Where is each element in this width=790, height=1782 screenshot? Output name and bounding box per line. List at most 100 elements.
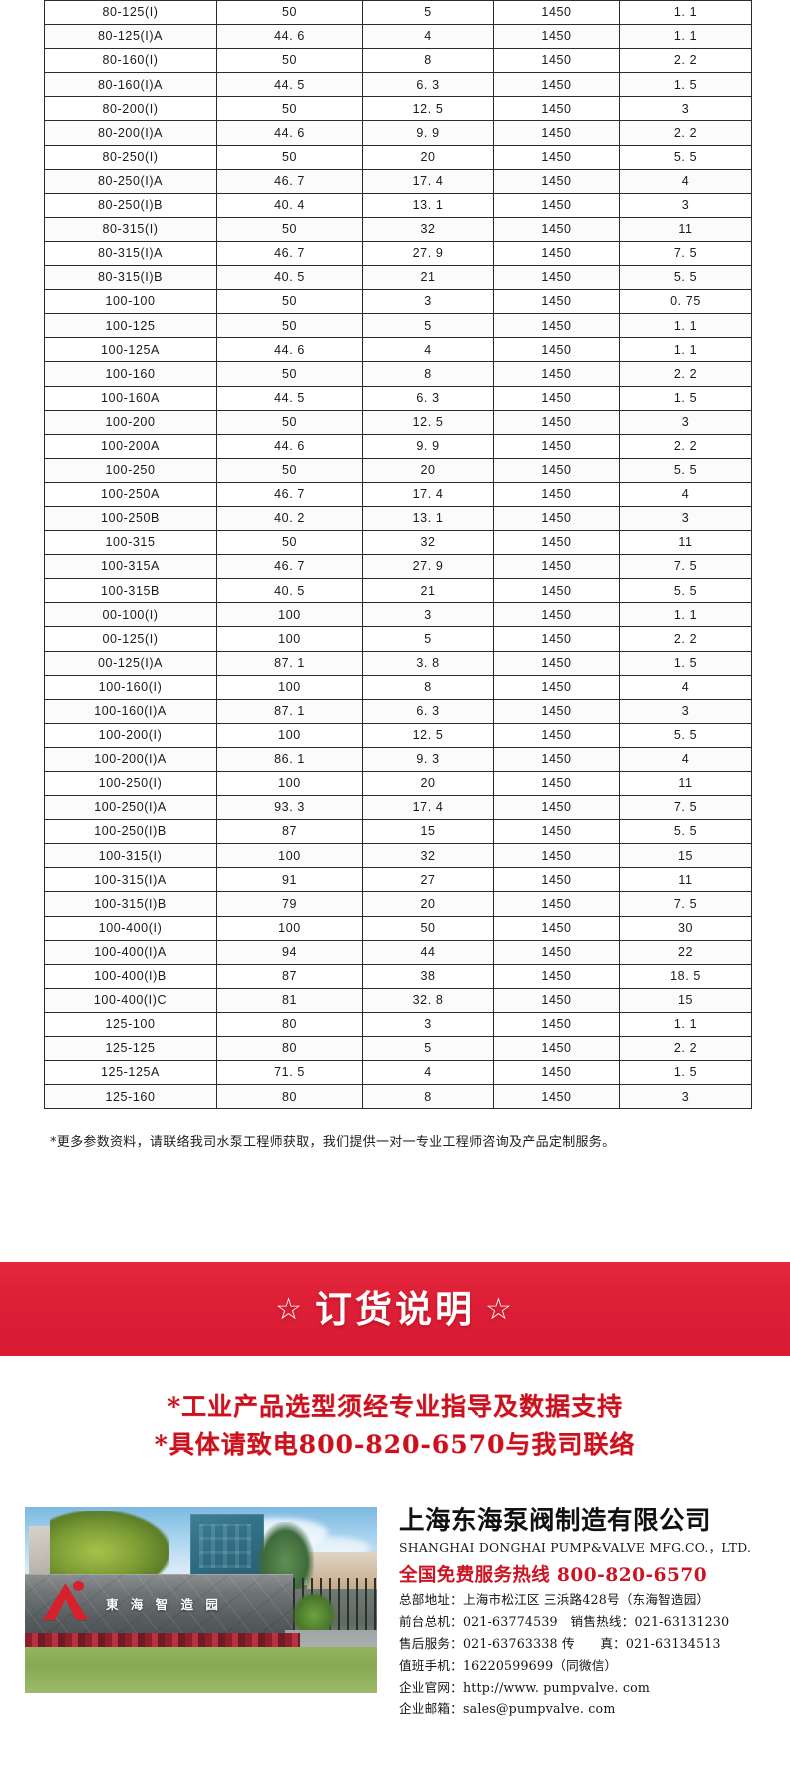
cell-model: 100-125 (44, 313, 217, 339)
cell-value: 44. 6 (216, 337, 363, 363)
cell-model: 100-125A (44, 337, 217, 363)
table-row: 125-100 80 3 1450 1. 1 (44, 1011, 752, 1038)
banner-title-group: ☆ 订货说明 ☆ (275, 1291, 515, 1328)
cell-value: 1450 (493, 409, 620, 435)
cell-value: 79 (216, 891, 363, 917)
table-row: 100-160(I) 100 8 1450 4 (44, 674, 752, 700)
cell-value: 4 (362, 1060, 494, 1086)
cell-value: 6. 3 (362, 385, 494, 411)
cell-value: 1450 (493, 554, 620, 580)
cell-value: 40. 5 (216, 578, 363, 604)
cell-value: 71. 5 (216, 1060, 363, 1086)
cell-value: 44. 6 (216, 24, 363, 50)
cell-model: 80-200(I) (44, 96, 217, 122)
cell-value: 1450 (493, 0, 620, 26)
table-row: 100-400(I) 100 50 1450 30 (44, 915, 752, 941)
cell-value: 86. 1 (216, 746, 363, 773)
cell-value: 1450 (493, 626, 620, 652)
cell-value: 81 (216, 987, 363, 1013)
table-row: 100-250A 46. 7 17. 4 1450 4 (44, 481, 752, 507)
photo-lawn (25, 1646, 377, 1693)
cell-value: 3 (362, 1011, 494, 1038)
cell-value: 46. 7 (216, 554, 363, 580)
cell-value: 1450 (493, 578, 620, 604)
cell-model: 80-315(I)A (44, 240, 217, 267)
cell-value: 21 (362, 578, 494, 604)
table-row: 100-315 50 32 1450 11 (44, 530, 752, 556)
plant-icon (292, 1592, 335, 1630)
table-row: 100-200 50 12. 5 1450 3 (44, 409, 752, 435)
cell-value: 9. 9 (362, 433, 494, 459)
cell-model: 100-200(I) (44, 722, 217, 748)
cell-value: 1450 (493, 819, 620, 845)
slogan-line-2: *具体请致电800-820-6570与我司联络 (154, 1430, 636, 1459)
cell-value: 50 (216, 144, 363, 170)
cell-value: 50 (216, 530, 363, 556)
cell-value: 1. 1 (619, 337, 752, 363)
cell-value: 2. 2 (619, 48, 752, 74)
cell-value: 1. 5 (619, 1060, 752, 1086)
cell-value: 50 (216, 409, 363, 435)
table-row: 80-250(I)A 46. 7 17. 4 1450 4 (44, 168, 752, 194)
cell-value: 18. 5 (619, 963, 752, 989)
cell-value: 32 (362, 216, 494, 242)
cell-value: 1450 (493, 265, 620, 291)
cell-model: 100-250(I)A (44, 795, 217, 821)
cell-value: 1450 (493, 746, 620, 773)
cell-model: 00-125(I)A (44, 650, 217, 676)
cell-value: 5. 5 (619, 819, 752, 845)
cell-value: 5. 5 (619, 265, 752, 291)
cell-value: 1. 5 (619, 385, 752, 411)
cell-value: 50 (216, 96, 363, 122)
cell-value: 1450 (493, 1084, 620, 1110)
cell-value: 50 (216, 361, 363, 387)
cell-value: 4 (362, 337, 494, 363)
cell-value: 1. 1 (619, 0, 752, 26)
company-name-en: SHANGHAI DONGHAI PUMP&VALVE MFG.CO.，LTD. (399, 1540, 752, 1556)
cell-value: 1450 (493, 505, 620, 532)
cell-value: 38 (362, 963, 494, 989)
table-row: 100-315(I) 100 32 1450 15 (44, 843, 752, 869)
cell-model: 125-125 (44, 1036, 217, 1062)
cell-model: 00-100(I) (44, 602, 217, 628)
cell-value: 7. 5 (619, 795, 752, 821)
hotline-number: 800-820-6570 (557, 1565, 708, 1587)
company-info: 上海东海泵阀制造有限公司 SHANGHAI DONGHAI PUMP&VALVE… (399, 1507, 790, 1718)
cell-value: 1. 5 (619, 72, 752, 98)
cell-value: 1450 (493, 530, 620, 556)
banner-title-text: 订货说明 (315, 1287, 475, 1331)
cell-value: 1450 (493, 795, 620, 821)
table-row: 80-125(I)A 44. 6 4 1450 1. 1 (44, 24, 752, 50)
table-row: 100-125A 44. 6 4 1450 1. 1 (44, 337, 752, 363)
cell-value: 1450 (493, 1060, 620, 1086)
cell-value: 15 (362, 819, 494, 845)
cell-value: 40. 2 (216, 505, 363, 532)
cell-value: 22 (619, 939, 752, 965)
table-row: 00-125(I) 100 5 1450 2. 2 (44, 626, 752, 652)
cell-value: 50 (216, 0, 363, 26)
cell-model: 100-315 (44, 530, 217, 556)
cell-value: 4 (619, 674, 752, 700)
cell-value: 1450 (493, 216, 620, 242)
table-row: 80-160(I)A 44. 5 6. 3 1450 1. 5 (44, 72, 752, 98)
cell-value: 32 (362, 843, 494, 869)
company-website: 企业官网：http://www. pumpvalve. com (399, 1679, 651, 1695)
cell-value: 1450 (493, 240, 620, 267)
cell-model: 80-315(I)B (44, 265, 217, 291)
cell-value: 20 (362, 144, 494, 170)
table-row: 100-250(I)B 87 15 1450 5. 5 (44, 819, 752, 845)
cell-value: 1450 (493, 72, 620, 98)
cell-value: 11 (619, 216, 752, 242)
company-email: 企业邮箱：sales@pumpvalve. com (399, 1701, 616, 1717)
table-row: 100-125 50 5 1450 1. 1 (44, 313, 752, 339)
cell-model: 80-250(I)B (44, 192, 217, 218)
cell-value: 1. 1 (619, 602, 752, 628)
cell-value: 30 (619, 915, 752, 941)
cell-value: 87. 1 (216, 698, 363, 724)
table-row: 100-200(I)A 86. 1 9. 3 1450 4 (44, 746, 752, 773)
cell-value: 87 (216, 819, 363, 845)
cell-value: 5 (362, 0, 494, 26)
cell-value: 40. 4 (216, 192, 363, 218)
cell-value: 5. 5 (619, 144, 752, 170)
more-parameters-note: *更多参数资料，请联络我司水泵工程师获取，我们提供一对一专业工程师咨询及产品定制… (50, 1135, 616, 1151)
